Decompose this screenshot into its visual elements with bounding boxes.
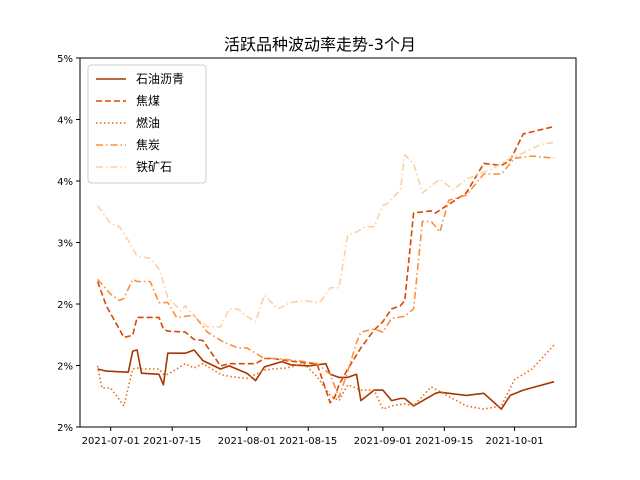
series-line-1 xyxy=(97,349,555,410)
x-tick-label: 2021-07-15 xyxy=(143,436,201,447)
x-tick-label: 2021-08-01 xyxy=(218,436,276,447)
series-line-2 xyxy=(96,125,555,404)
y-axis: 2% 2% 2% 3% 4% 4% 5% xyxy=(57,54,80,434)
legend-label: 燃油 xyxy=(136,115,160,130)
series-line-3 xyxy=(96,344,555,410)
chart-title: 活跃品种波动率走势-3个月 xyxy=(224,35,416,54)
y-tick-label: 4% xyxy=(57,177,73,188)
x-tick-label: 2021-09-01 xyxy=(354,436,412,447)
legend-label: 焦煤 xyxy=(136,94,160,108)
x-tick-label: 2021-10-01 xyxy=(485,436,543,447)
series-layer xyxy=(96,125,555,410)
y-tick-label: 5% xyxy=(57,54,73,65)
x-tick-label: 2021-07-01 xyxy=(82,436,140,447)
y-tick-label: 2% xyxy=(57,362,73,373)
x-axis: 2021-07-01 2021-07-15 2021-08-01 2021-08-15… xyxy=(82,427,544,447)
y-tick-label: 4% xyxy=(57,116,73,127)
x-tick-label: 2021-09-15 xyxy=(415,436,473,447)
legend-label: 铁矿石 xyxy=(136,160,172,174)
series-line-4 xyxy=(97,155,555,399)
x-tick-label: 2021-08-15 xyxy=(279,436,337,447)
y-tick-label: 2% xyxy=(57,300,73,311)
legend-box xyxy=(87,64,207,184)
legend-label: 焦炭 xyxy=(136,138,160,152)
legend-label: 石油沥青 xyxy=(136,72,184,86)
y-tick-label: 3% xyxy=(57,239,73,250)
y-tick-label: 2% xyxy=(57,423,73,434)
